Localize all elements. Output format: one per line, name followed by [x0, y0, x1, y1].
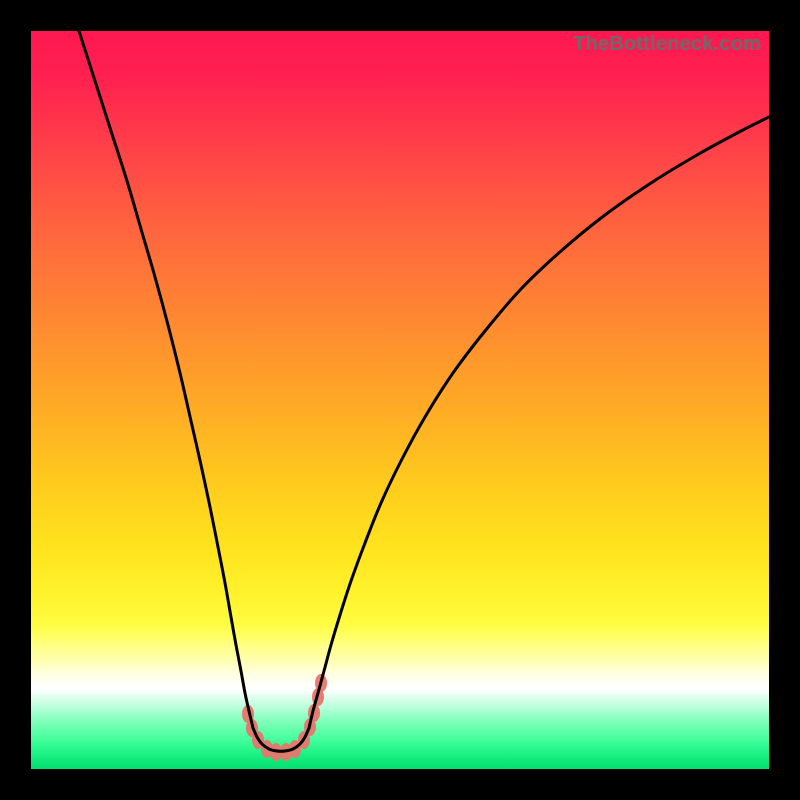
bottleneck-curve [31, 31, 769, 769]
watermark-text: TheBottleneck.com [573, 33, 761, 56]
chart-frame: TheBottleneck.com [0, 0, 800, 800]
curve-lines [79, 31, 769, 751]
plot-area: TheBottleneck.com [31, 31, 769, 769]
curve-right-branch [309, 117, 769, 728]
trough-markers [242, 674, 327, 761]
curve-left-branch [79, 31, 253, 728]
